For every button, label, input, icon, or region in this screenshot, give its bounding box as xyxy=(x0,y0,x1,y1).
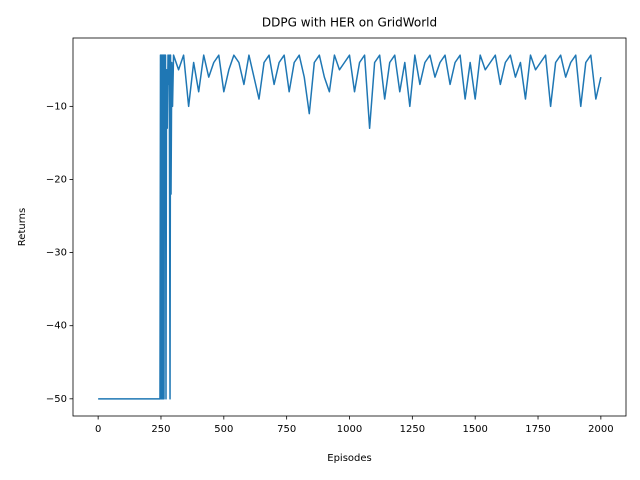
y-tick-label: −30 xyxy=(46,248,67,259)
axes-frame xyxy=(72,37,627,417)
x-tick-label: 250 xyxy=(151,424,170,435)
x-tick-label: 750 xyxy=(277,424,296,435)
y-tick-label: −40 xyxy=(46,321,67,332)
x-tick-label: 500 xyxy=(214,424,233,435)
x-tick-label: 1250 xyxy=(400,424,425,435)
data-line xyxy=(98,54,602,400)
x-tick-label: 1500 xyxy=(462,424,487,435)
x-tick-label: 1000 xyxy=(337,424,362,435)
x-tick-label: 0 xyxy=(95,424,101,435)
y-tick-label: −10 xyxy=(46,101,67,112)
x-tick-label: 2000 xyxy=(588,424,613,435)
y-tick-label: −20 xyxy=(46,174,67,185)
y-tick-label: −50 xyxy=(46,394,67,405)
chart-title: DDPG with HER on GridWorld xyxy=(262,16,437,30)
x-axis-label: Episodes xyxy=(327,453,371,464)
x-tick-label: 1750 xyxy=(525,424,550,435)
y-axis-label: Returns xyxy=(17,208,28,246)
